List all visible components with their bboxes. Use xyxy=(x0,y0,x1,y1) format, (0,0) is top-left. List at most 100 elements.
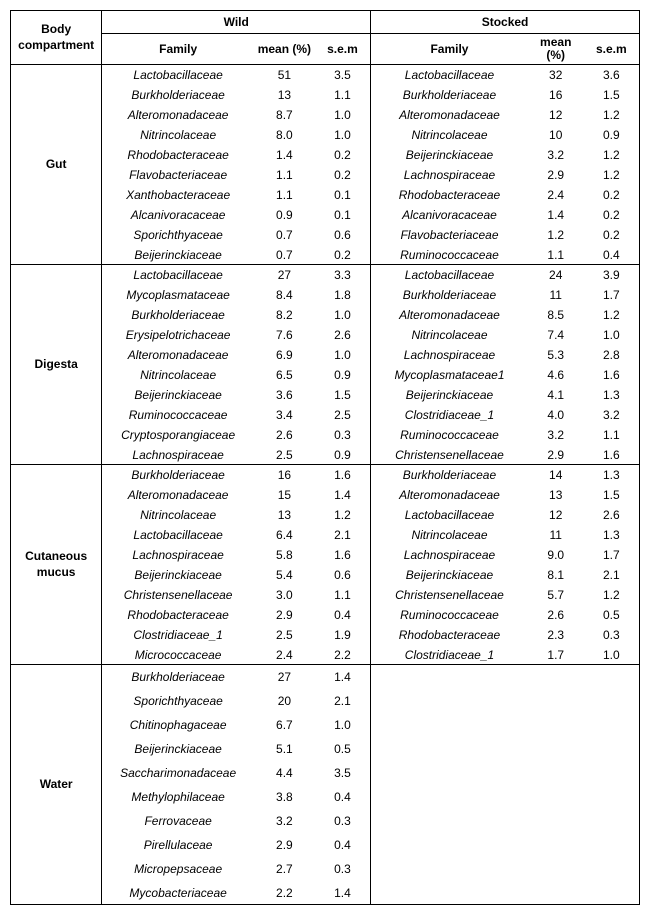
table-row: Christensenellaceae3.01.1Christensenella… xyxy=(11,585,640,605)
wild-family-cell: Methylophilaceae xyxy=(102,785,254,809)
wild-mean-cell: 13 xyxy=(254,505,315,525)
table-row: DigestaLactobacillaceae273.3Lactobacilla… xyxy=(11,265,640,285)
stocked-family-cell: Beijerinckiaceae xyxy=(371,385,528,405)
stocked-sem-cell: 3.9 xyxy=(584,265,640,285)
wild-mean-cell: 3.2 xyxy=(254,809,315,833)
wild-sem-cell: 1.1 xyxy=(315,585,371,605)
wild-mean-cell: 1.1 xyxy=(254,185,315,205)
stocked-mean-cell xyxy=(528,713,584,737)
wild-mean-cell: 27 xyxy=(254,265,315,285)
wild-family-cell: Micrococcaceae xyxy=(102,645,254,665)
wild-sem-cell: 0.3 xyxy=(315,809,371,833)
stocked-family-cell: Nitrincolaceae xyxy=(371,525,528,545)
stocked-mean-cell: 1.4 xyxy=(528,205,584,225)
wild-mean-cell: 3.4 xyxy=(254,405,315,425)
stocked-sem-cell: 0.5 xyxy=(584,605,640,625)
stocked-family-cell: Clostridiaceae_1 xyxy=(371,645,528,665)
stocked-family-cell: Lactobacillaceae xyxy=(371,65,528,85)
stocked-family-cell: Alteromonadaceae xyxy=(371,305,528,325)
table-row: Alcanivoracaceae0.90.1Alcanivoracaceae1.… xyxy=(11,205,640,225)
table-row: Rhodobacteraceae1.40.2Beijerinckiaceae3.… xyxy=(11,145,640,165)
table-row: Ruminococcaceae3.42.5Clostridiaceae_14.0… xyxy=(11,405,640,425)
stocked-sem-header: s.e.m xyxy=(584,34,640,65)
body-compartment-header: Bodycompartment xyxy=(11,11,102,65)
stocked-sem-cell: 1.5 xyxy=(584,85,640,105)
wild-family-cell: Burkholderiaceae xyxy=(102,665,254,689)
table-row: Beijerinckiaceae5.40.6Beijerinckiaceae8.… xyxy=(11,565,640,585)
stocked-sem-cell: 0.3 xyxy=(584,625,640,645)
stocked-mean-cell: 2.9 xyxy=(528,445,584,465)
stocked-mean-cell: 7.4 xyxy=(528,325,584,345)
stocked-sem-cell xyxy=(584,833,640,857)
wild-sem-cell: 2.1 xyxy=(315,689,371,713)
stocked-mean-cell: 2.6 xyxy=(528,605,584,625)
wild-family-cell: Nitrincolaceae xyxy=(102,505,254,525)
stocked-sem-cell: 1.5 xyxy=(584,485,640,505)
wild-family-cell: Lachnospiraceae xyxy=(102,445,254,465)
stocked-family-cell: Lachnospiraceae xyxy=(371,545,528,565)
stocked-sem-cell xyxy=(584,809,640,833)
wild-mean-cell: 27 xyxy=(254,665,315,689)
stocked-mean-cell: 4.0 xyxy=(528,405,584,425)
table-row: Ferrovaceae3.20.3 xyxy=(11,809,640,833)
stocked-mean-cell: 2.3 xyxy=(528,625,584,645)
table-row: Sporichthyaceae202.1 xyxy=(11,689,640,713)
stocked-family-cell: Alteromonadaceae xyxy=(371,105,528,125)
stocked-group-header: Stocked xyxy=(371,11,640,34)
wild-sem-cell: 0.9 xyxy=(315,445,371,465)
stocked-family-cell: Christensenellaceae xyxy=(371,585,528,605)
stocked-sem-cell: 1.2 xyxy=(584,585,640,605)
table-row: Xanthobacteraceae1.10.1Rhodobacteraceae2… xyxy=(11,185,640,205)
table-row: Micrococcaceae2.42.2Clostridiaceae_11.71… xyxy=(11,645,640,665)
wild-mean-cell: 4.4 xyxy=(254,761,315,785)
stocked-sem-cell xyxy=(584,737,640,761)
stocked-sem-cell: 1.3 xyxy=(584,385,640,405)
wild-group-header: Wild xyxy=(102,11,371,34)
stocked-family-cell xyxy=(371,857,528,881)
stocked-family-cell: Beijerinckiaceae xyxy=(371,145,528,165)
section-label: Cutaneousmucus xyxy=(11,465,102,665)
wild-family-cell: Mycobacteriaceae xyxy=(102,881,254,905)
wild-mean-cell: 6.9 xyxy=(254,345,315,365)
stocked-family-cell: Ruminococcaceae xyxy=(371,245,528,265)
table-row: Pirellulaceae2.90.4 xyxy=(11,833,640,857)
table-row: Methylophilaceae3.80.4 xyxy=(11,785,640,809)
stocked-sem-cell xyxy=(584,665,640,689)
wild-sem-cell: 1.0 xyxy=(315,713,371,737)
wild-family-cell: Lactobacillaceae xyxy=(102,65,254,85)
wild-family-cell: Burkholderiaceae xyxy=(102,85,254,105)
wild-mean-cell: 20 xyxy=(254,689,315,713)
stocked-sem-cell xyxy=(584,689,640,713)
stocked-family-cell: Alcanivoracaceae xyxy=(371,205,528,225)
wild-family-cell: Mycoplasmataceae xyxy=(102,285,254,305)
stocked-mean-cell: 12 xyxy=(528,105,584,125)
wild-family-cell: Lactobacillaceae xyxy=(102,525,254,545)
stocked-mean-cell: 12 xyxy=(528,505,584,525)
stocked-mean-cell: 13 xyxy=(528,485,584,505)
stocked-sem-cell: 3.2 xyxy=(584,405,640,425)
wild-mean-cell: 7.6 xyxy=(254,325,315,345)
table-row: Alteromonadaceae8.71.0Alteromonadaceae12… xyxy=(11,105,640,125)
wild-mean-cell: 8.4 xyxy=(254,285,315,305)
stocked-sem-cell: 0.2 xyxy=(584,205,640,225)
wild-sem-cell: 1.4 xyxy=(315,485,371,505)
wild-sem-cell: 1.8 xyxy=(315,285,371,305)
table-row: Burkholderiaceae8.21.0Alteromonadaceae8.… xyxy=(11,305,640,325)
wild-family-cell: Rhodobacteraceae xyxy=(102,145,254,165)
table-row: Beijerinckiaceae0.70.2Ruminococcaceae1.1… xyxy=(11,245,640,265)
table-row: Micropepsaceae2.70.3 xyxy=(11,857,640,881)
table-row: Mycobacteriaceae2.21.4 xyxy=(11,881,640,905)
table-row: Beijerinckiaceae5.10.5 xyxy=(11,737,640,761)
stocked-mean-cell: 1.2 xyxy=(528,225,584,245)
stocked-sem-cell: 0.2 xyxy=(584,185,640,205)
wild-sem-cell: 0.5 xyxy=(315,737,371,761)
wild-sem-cell: 1.5 xyxy=(315,385,371,405)
stocked-family-cell: Nitrincolaceae xyxy=(371,125,528,145)
wild-mean-cell: 8.7 xyxy=(254,105,315,125)
wild-family-cell: Alteromonadaceae xyxy=(102,105,254,125)
section-label: Gut xyxy=(11,65,102,265)
wild-family-cell: Clostridiaceae_1 xyxy=(102,625,254,645)
wild-mean-cell: 5.4 xyxy=(254,565,315,585)
wild-sem-cell: 0.4 xyxy=(315,605,371,625)
stocked-mean-cell xyxy=(528,689,584,713)
